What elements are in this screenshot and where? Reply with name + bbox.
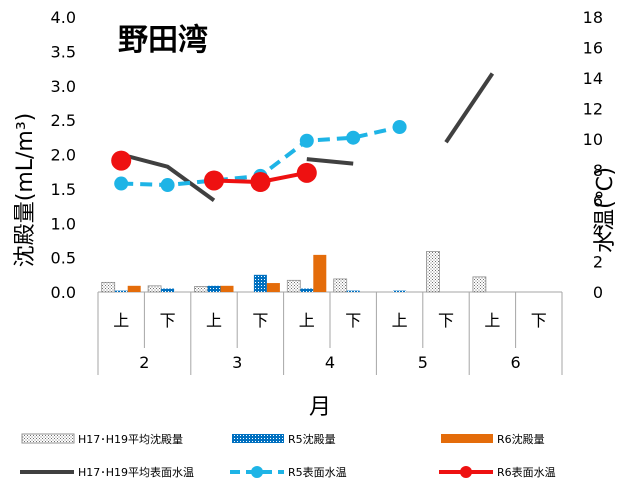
category-label: 上 bbox=[392, 311, 408, 330]
y2-tick-label: 10 bbox=[583, 130, 603, 149]
y-tick-label: 3.0 bbox=[51, 77, 76, 96]
category-label: 上 bbox=[113, 311, 129, 330]
legend-label: R6表面水温 bbox=[497, 465, 556, 479]
bar bbox=[220, 285, 234, 292]
bar bbox=[313, 254, 327, 292]
month-label: 3 bbox=[232, 353, 242, 372]
y-tick-label: 3.5 bbox=[51, 42, 76, 61]
category-label: 下 bbox=[345, 311, 361, 330]
bar bbox=[114, 290, 128, 292]
y2-tick-label: 14 bbox=[583, 69, 603, 88]
bar bbox=[101, 281, 116, 293]
bar bbox=[253, 274, 267, 292]
category-label: 下 bbox=[438, 311, 454, 330]
y-tick-label: 1.5 bbox=[51, 180, 76, 199]
r5-temp-marker bbox=[114, 176, 129, 191]
y-tick-label: 0.0 bbox=[51, 283, 76, 302]
y-tick-label: 1.0 bbox=[51, 214, 76, 233]
y2-tick-label: 4 bbox=[593, 222, 603, 241]
legend-label: H17･H19平均沈殿量 bbox=[78, 432, 183, 446]
category-label: 下 bbox=[252, 311, 268, 330]
labels-layer: 0.0 0.5 1.0 1.5 2.0 2.5 3.0 3.5 4.0 0 2 4 6 8 10 12 14 16… bbox=[51, 8, 603, 372]
r5-temp-marker bbox=[160, 178, 175, 193]
legend-swatch bbox=[21, 433, 75, 444]
legend-marker bbox=[460, 466, 472, 478]
r6-temp-marker bbox=[296, 162, 317, 183]
r5-temp-marker bbox=[299, 133, 314, 148]
y2-tick-label: 12 bbox=[583, 100, 603, 119]
y-tick-label: 0.5 bbox=[51, 249, 76, 268]
bar bbox=[426, 251, 440, 293]
bar bbox=[333, 278, 348, 293]
legend: H17･H19平均沈殿量 R5沈殿量 R6沈殿量 H17･H19平均表面水温 R5表面水… bbox=[20, 432, 556, 479]
y2-tick-label: 2 bbox=[593, 252, 603, 271]
r5-temp-marker bbox=[346, 130, 361, 145]
bars-layer bbox=[101, 251, 487, 293]
y-tick-label: 4.0 bbox=[51, 8, 76, 27]
bar bbox=[266, 283, 280, 292]
legend-swatch bbox=[441, 434, 493, 443]
bar bbox=[207, 285, 221, 292]
y-tick-label: 2.5 bbox=[51, 111, 76, 130]
r6-temp-marker bbox=[111, 150, 132, 171]
x-axis-title: 月 bbox=[309, 395, 331, 420]
y-axis-title: 沈殿量(mL/m³) bbox=[13, 113, 38, 268]
month-label: 4 bbox=[325, 353, 335, 372]
bar bbox=[161, 288, 175, 292]
y2-tick-label: 18 bbox=[583, 8, 603, 27]
bar bbox=[472, 276, 487, 293]
bar bbox=[286, 279, 301, 293]
month-label: 6 bbox=[511, 353, 521, 372]
legend-label: R6沈殿量 bbox=[497, 432, 545, 446]
lines-layer bbox=[111, 72, 495, 202]
chart-title: 野田湾 bbox=[118, 23, 208, 58]
legend-label: R5表面水温 bbox=[288, 465, 347, 479]
category-label: 下 bbox=[160, 311, 176, 330]
y2-axis-title: 水温(℃) bbox=[593, 167, 618, 253]
r6-temp-marker bbox=[250, 172, 271, 192]
y-tick-label: 2.0 bbox=[51, 146, 76, 165]
h17-temp-line bbox=[444, 72, 495, 144]
bar bbox=[300, 288, 314, 292]
legend-label: R5沈殿量 bbox=[288, 432, 336, 446]
bar bbox=[194, 286, 208, 293]
y2-tick-label: 16 bbox=[583, 39, 603, 58]
bar bbox=[393, 290, 407, 292]
category-label: 上 bbox=[299, 311, 315, 330]
h17-temp-line bbox=[306, 157, 354, 166]
category-label: 下 bbox=[531, 311, 547, 330]
bar bbox=[147, 285, 162, 293]
category-label: 上 bbox=[484, 311, 500, 330]
y2-tick-label: 0 bbox=[593, 283, 603, 302]
legend-label: H17･H19平均表面水温 bbox=[78, 465, 194, 479]
month-label: 2 bbox=[139, 353, 149, 372]
y2-tick-label: 8 bbox=[593, 161, 603, 180]
legend-marker bbox=[251, 466, 263, 478]
legend-swatch bbox=[232, 434, 284, 443]
r5-temp-marker bbox=[392, 120, 407, 134]
bar bbox=[346, 290, 360, 292]
h17-temp-line bbox=[120, 152, 216, 202]
y2-tick-label: 6 bbox=[593, 191, 603, 210]
month-label: 5 bbox=[418, 353, 428, 372]
category-label: 上 bbox=[206, 311, 222, 330]
bar bbox=[127, 285, 141, 292]
r6-temp-marker bbox=[204, 170, 224, 191]
